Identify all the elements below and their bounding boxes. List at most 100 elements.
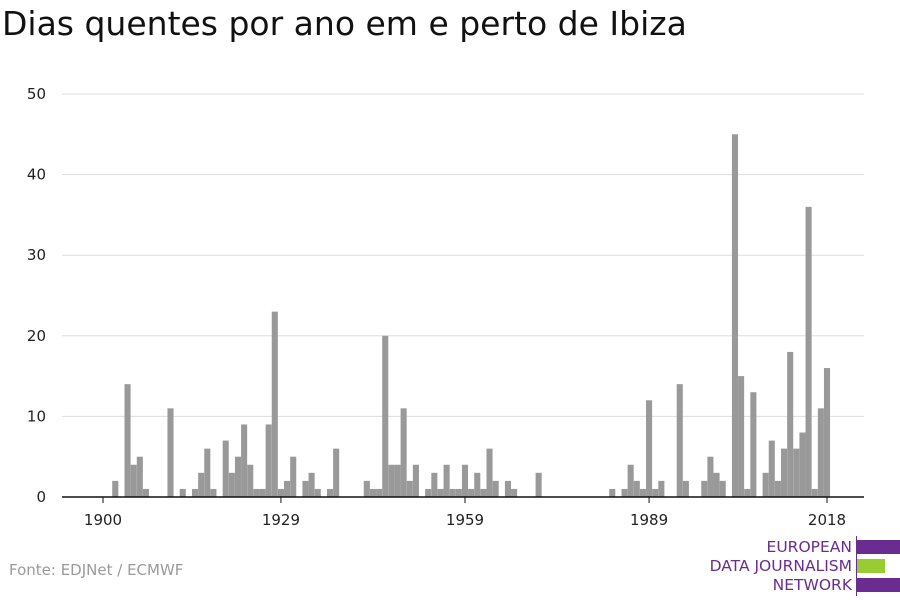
bar-2006 xyxy=(750,392,757,497)
bar-2011 xyxy=(781,448,788,497)
bar-1948 xyxy=(394,464,401,497)
bar-1963 xyxy=(486,448,493,497)
bar-2012 xyxy=(787,351,794,497)
bar-1950 xyxy=(406,480,413,497)
bar-1986 xyxy=(627,464,634,497)
y-tick-label-30: 30 xyxy=(27,246,46,264)
bar-2015 xyxy=(805,206,812,497)
bar-2005 xyxy=(744,488,751,497)
bar-2018 xyxy=(823,368,831,497)
bar-1964 xyxy=(492,480,499,497)
bar-1938 xyxy=(333,448,340,497)
bar-1945 xyxy=(376,488,383,497)
gridlines xyxy=(62,93,864,417)
logo-divider xyxy=(856,536,857,596)
x-tick-label-1929: 1929 xyxy=(262,511,300,529)
bar-1928 xyxy=(271,311,278,497)
x-tick-label-1959: 1959 xyxy=(446,511,484,529)
bar-2010 xyxy=(774,480,781,497)
bar-1943 xyxy=(363,480,370,497)
bar-1989 xyxy=(646,400,653,497)
bar-1934 xyxy=(308,472,315,497)
logo-line-2: DATA JOURNALISM xyxy=(709,557,852,575)
bar-1915 xyxy=(191,488,199,497)
bar-1953 xyxy=(425,488,432,497)
bar-1930 xyxy=(284,480,291,497)
bar-1956 xyxy=(443,464,450,497)
bar-1904 xyxy=(124,384,131,497)
bar-1966 xyxy=(504,480,511,497)
bar-1913 xyxy=(179,488,186,497)
bar-1902 xyxy=(112,480,119,497)
bar-1917 xyxy=(204,448,211,497)
bar-1923 xyxy=(241,424,248,497)
y-tick-label-10: 10 xyxy=(27,407,46,425)
bar-1921 xyxy=(228,472,235,497)
bar-1985 xyxy=(621,488,628,497)
bar-1906 xyxy=(136,456,143,497)
bar-1967 xyxy=(511,488,518,497)
logo-bar-purple-top xyxy=(857,540,900,554)
bar-1954 xyxy=(431,472,438,497)
bar-1990 xyxy=(652,488,659,497)
bar-1929 xyxy=(277,488,284,497)
bar-1927 xyxy=(265,424,272,497)
source-note: Fonte: EDJNet / ECMWF xyxy=(9,561,184,579)
chart-title: Dias quentes por ano em e perto de Ibiza xyxy=(2,4,687,43)
bar-1922 xyxy=(234,456,242,497)
bar-1946 xyxy=(382,335,389,497)
bar-chart: 0 10 20 30 40 50 1900 1929 1959 1989 2018 xyxy=(27,85,864,529)
bar-1905 xyxy=(130,464,137,497)
bar-2013 xyxy=(793,448,800,497)
bar-2001 xyxy=(719,480,726,497)
bar-1924 xyxy=(247,464,254,497)
x-tick-label-1900: 1900 xyxy=(84,511,122,529)
bar-1926 xyxy=(259,488,266,497)
bar-2003 xyxy=(731,134,739,498)
x-tick-label-1989: 1989 xyxy=(630,511,668,529)
x-axis: 1900 1929 1959 1989 2018 xyxy=(62,496,864,529)
logo-bar-green xyxy=(857,559,885,573)
bar-1937 xyxy=(326,488,334,497)
x-tick-label-2018: 2018 xyxy=(808,511,846,529)
bar-1971 xyxy=(535,472,542,497)
bar-1983 xyxy=(609,488,616,497)
bar-2009 xyxy=(768,440,775,497)
bar-1987 xyxy=(633,480,640,497)
bar-1955 xyxy=(437,488,444,497)
bar-1949 xyxy=(400,408,407,497)
edjnet-logo: EUROPEAN DATA JOURNALISM NETWORK xyxy=(700,536,900,596)
y-tick-label-40: 40 xyxy=(27,166,46,184)
bar-1960 xyxy=(468,488,475,497)
bar-1935 xyxy=(314,488,321,497)
bar-1925 xyxy=(253,488,260,497)
bar-1962 xyxy=(480,488,487,497)
bar-1931 xyxy=(290,456,297,497)
bar-1907 xyxy=(142,488,149,497)
bar-2000 xyxy=(713,472,720,497)
bar-1911 xyxy=(167,408,174,497)
y-tick-label-50: 50 xyxy=(27,85,46,103)
bar-1988 xyxy=(639,488,646,497)
y-tick-label-0: 0 xyxy=(36,488,46,506)
bar-2017 xyxy=(817,408,824,497)
bar-1920 xyxy=(222,440,229,497)
bar-1998 xyxy=(701,480,708,497)
bar-1916 xyxy=(198,472,205,497)
bar-2008 xyxy=(762,472,769,497)
bar-1994 xyxy=(676,384,683,497)
bar-2016 xyxy=(811,488,818,497)
logo-line-1: EUROPEAN xyxy=(766,538,852,556)
bar-1999 xyxy=(707,456,714,497)
bar-1961 xyxy=(474,472,481,497)
logo-bar-purple-bottom xyxy=(857,578,900,592)
y-axis-labels: 0 10 20 30 40 50 xyxy=(27,85,46,506)
bar-1933 xyxy=(302,480,309,497)
bar-1995 xyxy=(682,480,689,497)
logo-line-3: NETWORK xyxy=(772,576,852,594)
bar-1957 xyxy=(449,488,456,497)
bar-1991 xyxy=(658,480,665,497)
bar-1918 xyxy=(210,488,217,497)
bar-2004 xyxy=(738,376,745,497)
bar-1947 xyxy=(388,464,395,497)
